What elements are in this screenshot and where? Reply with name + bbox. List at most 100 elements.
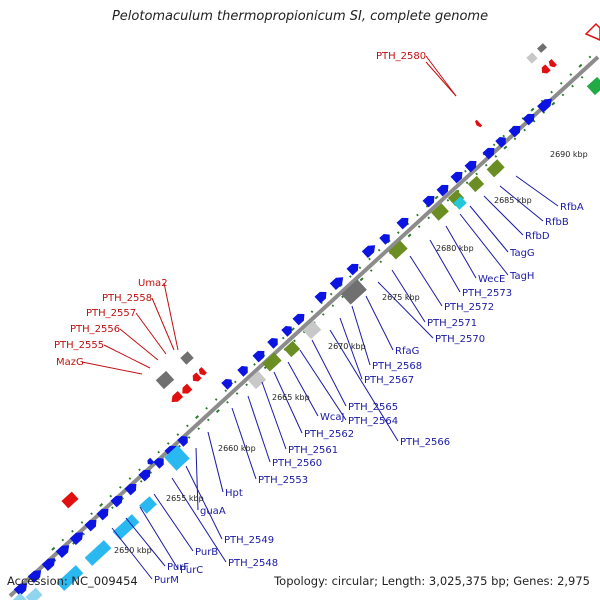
kbp-tick-label: 2650 kbp: [114, 546, 152, 555]
gene-forward-shape: [96, 508, 109, 521]
callout-forward: [311, 339, 347, 407]
callout-reverse: [135, 312, 167, 355]
tick-dot-lower: [407, 233, 412, 238]
gene-forward: [41, 558, 56, 572]
callout-forward: [515, 175, 559, 207]
gene-forward-shape: [495, 137, 506, 148]
gene-label-reverse: PTH_2555: [54, 340, 104, 351]
gene-forward-shape: [314, 291, 327, 304]
tick-dot-upper: [119, 486, 122, 489]
tick-dot-lower: [321, 313, 325, 316]
gene-label-forward: PurF: [167, 562, 189, 573]
gene-label-forward: PTH_2566: [400, 437, 450, 448]
gene-rrna-light-shape: [12, 592, 28, 600]
gene-forward: [177, 436, 188, 447]
tick-dot-lower: [417, 225, 421, 228]
gene-label-forward: TagH: [509, 271, 534, 282]
gene-label-forward: PurB: [195, 547, 218, 558]
gene-forward: [252, 350, 265, 363]
gene-label-forward: PTH_2567: [364, 375, 414, 386]
gene-label-forward: guaA: [200, 506, 226, 517]
gene-forward-shape: [450, 171, 463, 184]
gene-reverse-shape: [182, 383, 193, 394]
gene-label-forward: PTH_2572: [444, 302, 494, 313]
tick-dot-lower: [178, 444, 181, 448]
tick-dot-upper: [61, 538, 65, 542]
gene-forward-shape: [124, 483, 137, 496]
callout-forward: [445, 225, 477, 279]
kbp-tick-label: 2680 kbp: [436, 244, 474, 253]
gene-olive-shape: [283, 340, 301, 358]
gene-gray-upper: [537, 43, 547, 53]
gene-forward: [361, 245, 376, 259]
gene-olive: [467, 175, 485, 193]
gene-reverse-shape: [548, 59, 557, 68]
kbp-tick-label: 2670 kbp: [328, 342, 366, 351]
callout-forward: [125, 517, 166, 567]
tick-dot-lower: [513, 137, 517, 141]
gene-white-shape: [587, 19, 600, 37]
gene-forward-shape: [55, 545, 70, 559]
gene-label-forward: PTH_2548: [228, 558, 278, 569]
tick-dot-upper: [186, 424, 189, 428]
gene-rrna-shape: [84, 540, 112, 566]
kbp-tick-label: 2665 kbp: [272, 393, 310, 402]
gene-forward-shape: [252, 350, 265, 363]
gene-forward: [281, 326, 292, 337]
callout-reverse-extra: [425, 61, 457, 97]
gene-forward-shape: [281, 326, 292, 337]
callout-forward: [329, 329, 399, 442]
gene-lightgray: [302, 320, 322, 340]
topology-text: Topology: circular; Length: 3,025,375 bp…: [274, 574, 590, 588]
gene-forward: [537, 98, 552, 113]
gene-green: [586, 76, 600, 96]
callout-forward: [185, 465, 223, 540]
gene-reverse-shape: [541, 64, 551, 74]
gene-label-reverse: Uma2: [138, 278, 168, 289]
gene-rrna-block-shape: [164, 445, 190, 471]
gene-forward-shape: [508, 125, 521, 138]
callout-forward: [483, 195, 524, 236]
gene-forward-shape: [153, 458, 164, 469]
gene-gray-upper: [155, 370, 175, 390]
tick-dot-upper: [368, 257, 371, 261]
gene-forward-upper-shape: [225, 379, 233, 387]
gene-label-forward: PurM: [154, 575, 179, 586]
gene-reverse: [182, 383, 193, 394]
tick-dot-upper: [396, 231, 400, 234]
gene-forward-shape: [482, 147, 495, 160]
gene-label-forward: PTH_2549: [224, 535, 274, 546]
tick-dot-lower: [571, 84, 574, 88]
tick-dot-upper: [138, 468, 141, 472]
tick-dot-lower: [542, 111, 546, 114]
gene-forward: [55, 545, 70, 559]
gene-forward: [84, 519, 97, 532]
gene-forward-shape: [237, 366, 248, 377]
gene-forward-shape: [84, 519, 97, 532]
callout-forward: [391, 269, 426, 323]
gene-olive: [431, 203, 449, 221]
gene-olive: [447, 189, 465, 207]
gene-rrna-block: [164, 445, 190, 471]
tick-dot-upper: [224, 389, 228, 393]
tick-dot-lower: [111, 506, 114, 510]
gene-forward: [292, 313, 305, 326]
gene-label-forward: Hpt: [225, 488, 243, 499]
gene-reverse-shape: [198, 367, 207, 376]
tick-dot-upper: [550, 90, 553, 94]
kbp-tick-label: 2675 kbp: [382, 293, 420, 302]
gene-forward: [464, 160, 477, 173]
tick-dot-upper: [80, 521, 84, 524]
gene-forward-shape: [69, 532, 84, 546]
kbp-tick-label: 2660 kbp: [218, 444, 256, 453]
gene-forward-shape: [436, 184, 449, 197]
tick-dot-upper: [157, 450, 160, 454]
gene-rrna-light: [12, 592, 28, 600]
gene-olive: [486, 162, 502, 178]
gene-label-forward: WcaJ: [320, 412, 344, 423]
gene-rrna-light-shape: [25, 587, 43, 600]
gene-forward-shape: [110, 495, 123, 508]
tick-dot-upper: [51, 546, 56, 551]
tick-dot-upper: [195, 415, 199, 419]
